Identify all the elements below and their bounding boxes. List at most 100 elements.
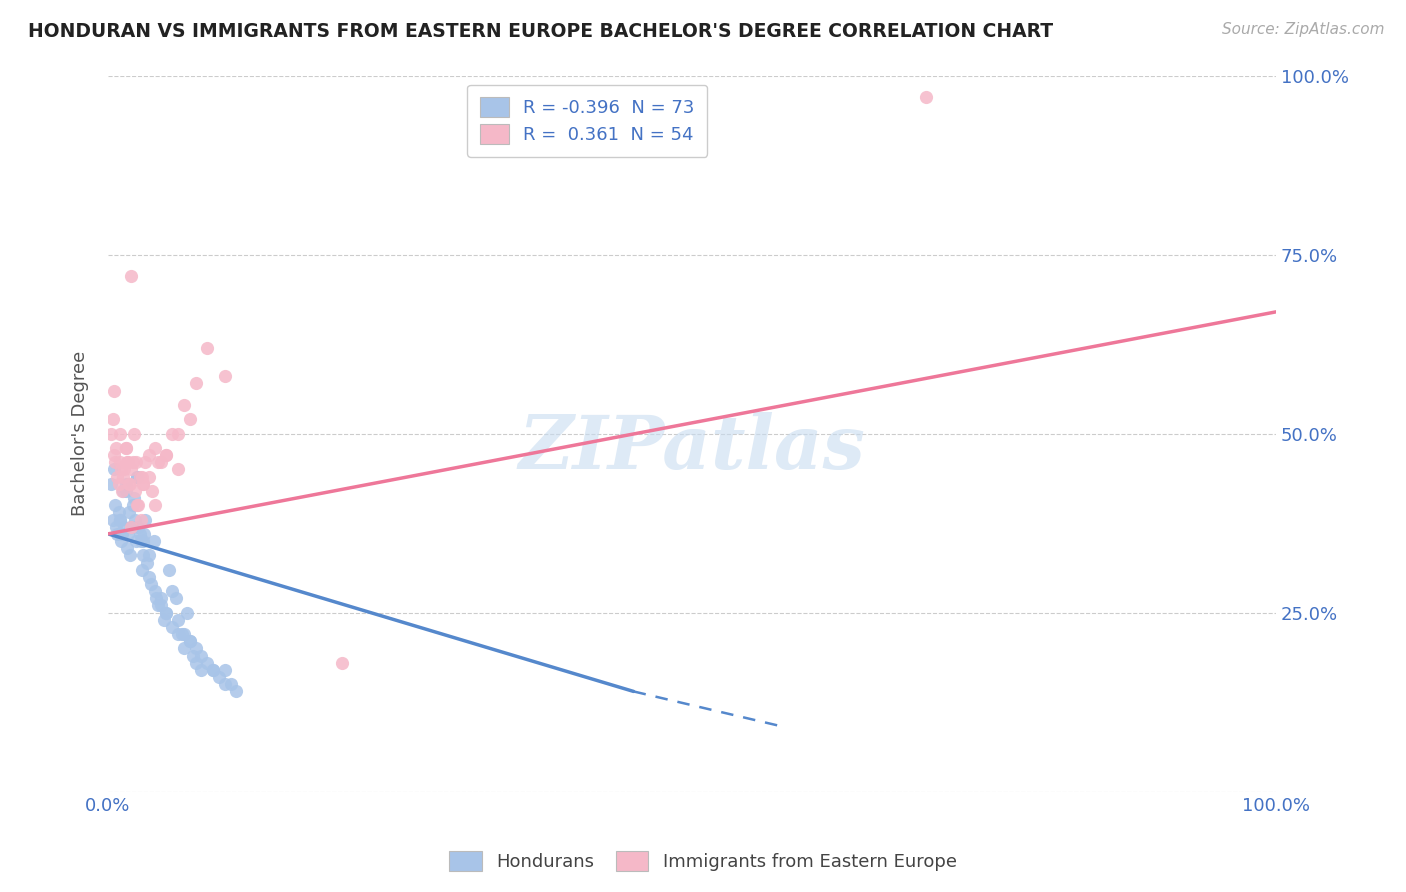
Point xyxy=(914,90,936,104)
Point xyxy=(104,455,127,469)
Point xyxy=(135,556,157,570)
Point xyxy=(118,476,141,491)
Point xyxy=(105,527,128,541)
Point xyxy=(149,599,172,613)
Y-axis label: Bachelor's Degree: Bachelor's Degree xyxy=(72,351,89,516)
Point xyxy=(100,476,122,491)
Point xyxy=(112,469,135,483)
Point xyxy=(179,634,201,648)
Point xyxy=(148,599,170,613)
Point xyxy=(120,519,142,533)
Point xyxy=(145,591,167,606)
Point xyxy=(131,563,153,577)
Point xyxy=(114,483,136,498)
Point xyxy=(195,341,218,355)
Point xyxy=(125,534,148,549)
Point xyxy=(108,455,131,469)
Point xyxy=(202,663,225,677)
Point xyxy=(184,656,207,670)
Point xyxy=(155,448,177,462)
Point xyxy=(127,498,149,512)
Point xyxy=(108,512,131,526)
Point xyxy=(173,398,195,412)
Point xyxy=(167,613,190,627)
Point xyxy=(111,527,134,541)
Point xyxy=(122,426,145,441)
Point xyxy=(112,519,135,533)
Point xyxy=(112,462,135,476)
Text: HONDURAN VS IMMIGRANTS FROM EASTERN EUROPE BACHELOR'S DEGREE CORRELATION CHART: HONDURAN VS IMMIGRANTS FROM EASTERN EURO… xyxy=(28,22,1053,41)
Point xyxy=(138,448,160,462)
Point xyxy=(330,656,353,670)
Point xyxy=(167,426,190,441)
Point xyxy=(138,549,160,563)
Point xyxy=(149,591,172,606)
Point xyxy=(105,469,128,483)
Point xyxy=(112,483,135,498)
Point xyxy=(117,527,139,541)
Point xyxy=(190,663,212,677)
Point xyxy=(143,584,166,599)
Point xyxy=(170,627,193,641)
Point xyxy=(176,606,198,620)
Point xyxy=(149,455,172,469)
Point xyxy=(110,534,132,549)
Point xyxy=(132,476,155,491)
Point xyxy=(124,512,146,526)
Point xyxy=(129,534,152,549)
Text: ZIPatlas: ZIPatlas xyxy=(519,412,866,484)
Point xyxy=(148,455,170,469)
Point xyxy=(155,448,177,462)
Point xyxy=(141,577,163,591)
Point xyxy=(195,656,218,670)
Point xyxy=(129,512,152,526)
Point xyxy=(111,483,134,498)
Point xyxy=(103,448,125,462)
Point xyxy=(214,663,236,677)
Point xyxy=(127,519,149,533)
Point xyxy=(184,376,207,391)
Point xyxy=(132,476,155,491)
Point xyxy=(143,441,166,455)
Point xyxy=(101,412,124,426)
Point xyxy=(103,462,125,476)
Point xyxy=(114,476,136,491)
Point xyxy=(128,469,150,483)
Point xyxy=(141,483,163,498)
Point xyxy=(114,441,136,455)
Text: Source: ZipAtlas.com: Source: ZipAtlas.com xyxy=(1222,22,1385,37)
Point xyxy=(103,384,125,398)
Point xyxy=(132,549,155,563)
Point xyxy=(115,541,138,556)
Point xyxy=(132,534,155,549)
Point xyxy=(208,670,231,684)
Point xyxy=(225,684,247,698)
Point xyxy=(131,469,153,483)
Point xyxy=(104,498,127,512)
Point xyxy=(101,512,124,526)
Point xyxy=(155,606,177,620)
Point xyxy=(138,570,160,584)
Point xyxy=(127,498,149,512)
Point xyxy=(127,469,149,483)
Point xyxy=(125,455,148,469)
Point xyxy=(107,476,129,491)
Point xyxy=(165,591,187,606)
Point xyxy=(115,455,138,469)
Point xyxy=(105,519,128,533)
Point xyxy=(128,527,150,541)
Point xyxy=(127,469,149,483)
Point xyxy=(214,369,236,384)
Point xyxy=(117,455,139,469)
Point xyxy=(157,563,180,577)
Point xyxy=(120,476,142,491)
Point xyxy=(114,441,136,455)
Point xyxy=(179,412,201,426)
Point xyxy=(173,627,195,641)
Point xyxy=(138,469,160,483)
Point xyxy=(100,426,122,441)
Point xyxy=(219,677,242,691)
Legend: R = -0.396  N = 73, R =  0.361  N = 54: R = -0.396 N = 73, R = 0.361 N = 54 xyxy=(467,85,707,157)
Point xyxy=(153,613,176,627)
Point xyxy=(110,462,132,476)
